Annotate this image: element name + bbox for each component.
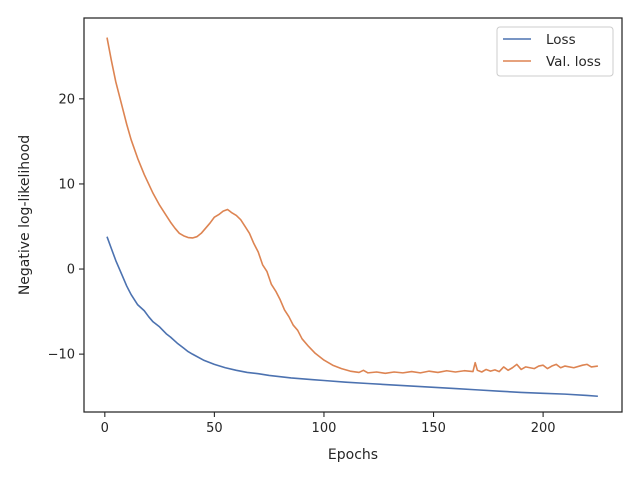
ticks-layer: 0 50 100 150 200 −10 0 10 20 bbox=[48, 92, 556, 436]
legend-label-loss: Loss bbox=[546, 32, 576, 48]
x-axis-label: Epochs bbox=[328, 447, 378, 463]
legend-label-val-loss: Val. loss bbox=[546, 54, 601, 70]
y-tick-label: −10 bbox=[48, 348, 75, 363]
x-tick-label: 50 bbox=[206, 421, 223, 436]
x-tick-label: 150 bbox=[421, 421, 446, 436]
series-line-val-loss bbox=[106, 37, 598, 375]
x-tick-label: 100 bbox=[312, 421, 337, 436]
y-tick-label: 20 bbox=[58, 92, 75, 107]
x-tick-label: 200 bbox=[531, 421, 556, 436]
y-tick-label: 10 bbox=[58, 177, 75, 192]
series-line-loss bbox=[106, 236, 598, 398]
plot-frame bbox=[83, 17, 623, 413]
series-layer bbox=[106, 37, 598, 398]
plot-area bbox=[84, 18, 622, 412]
y-tick-label: 0 bbox=[67, 263, 75, 278]
y-axis-label: Negative log-likelihood bbox=[17, 135, 33, 295]
legend: Loss Val. loss bbox=[496, 26, 614, 77]
x-tick-label: 0 bbox=[101, 421, 109, 436]
